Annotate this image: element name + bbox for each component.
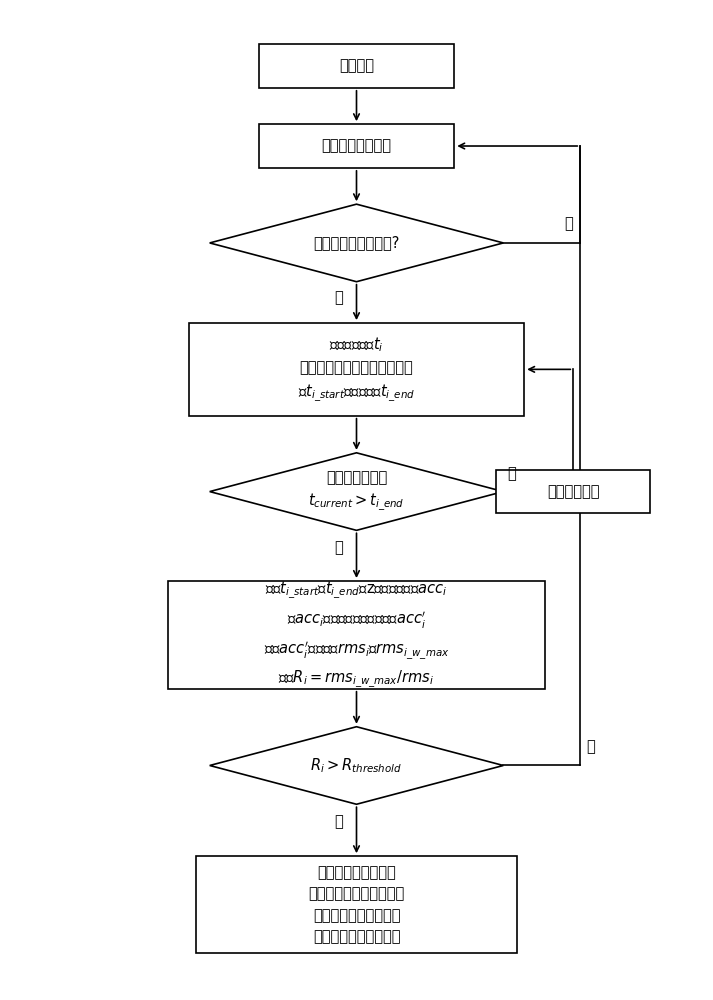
- Bar: [496, 470, 650, 513]
- Bar: [259, 124, 454, 168]
- Text: 否: 否: [565, 216, 573, 231]
- Text: 是: 是: [334, 540, 344, 555]
- Text: 判定为有异常颠簸，
判定该伸缩接缝存在高差
在系统中记录相关数据
将相关数据回传至云端: 判定为有异常颠簸， 判定该伸缩接缝存在高差 在系统中记录相关数据 将相关数据回传…: [309, 865, 404, 944]
- Text: 否: 否: [586, 739, 595, 754]
- Polygon shape: [210, 727, 503, 804]
- Text: $R_i > R_{threshold}$: $R_i > R_{threshold}$: [310, 756, 403, 775]
- Text: 否: 否: [507, 466, 515, 481]
- Bar: [189, 323, 524, 416]
- Text: 等待一段时间: 等待一段时间: [547, 484, 600, 499]
- Bar: [259, 44, 454, 88]
- Bar: [168, 581, 545, 689]
- Text: 是: 是: [334, 814, 344, 829]
- Text: 神经网络图像识别: 神经网络图像识别: [322, 139, 391, 154]
- Text: 是: 是: [334, 290, 344, 305]
- Bar: [195, 856, 518, 953]
- Text: 是否识别到伸缩接缝?: 是否识别到伸缩接缝?: [313, 235, 400, 250]
- Polygon shape: [210, 453, 503, 530]
- Text: 实际的系统时间
$t_{current}>t_{i\_end}$: 实际的系统时间 $t_{current}>t_{i\_end}$: [308, 470, 405, 513]
- Text: 记录采集时间$t_i$
计算经过该伸缩接缝的开始时
间$t_{i\_start}$和结束时间$t_{i\_end}$: 记录采集时间$t_i$ 计算经过该伸缩接缝的开始时 间$t_{i\_start}…: [298, 335, 415, 404]
- Polygon shape: [210, 204, 503, 282]
- Text: 系统启动: 系统启动: [339, 58, 374, 73]
- Text: 提取$t_{i\_start}$到$t_{i\_end}$的z轴加速度数据$acc_i$
对$acc_i$进行零均质化处理得到$acc_i'$
根据$acc_i: 提取$t_{i\_start}$到$t_{i\_end}$的z轴加速度数据$ac…: [264, 580, 449, 690]
